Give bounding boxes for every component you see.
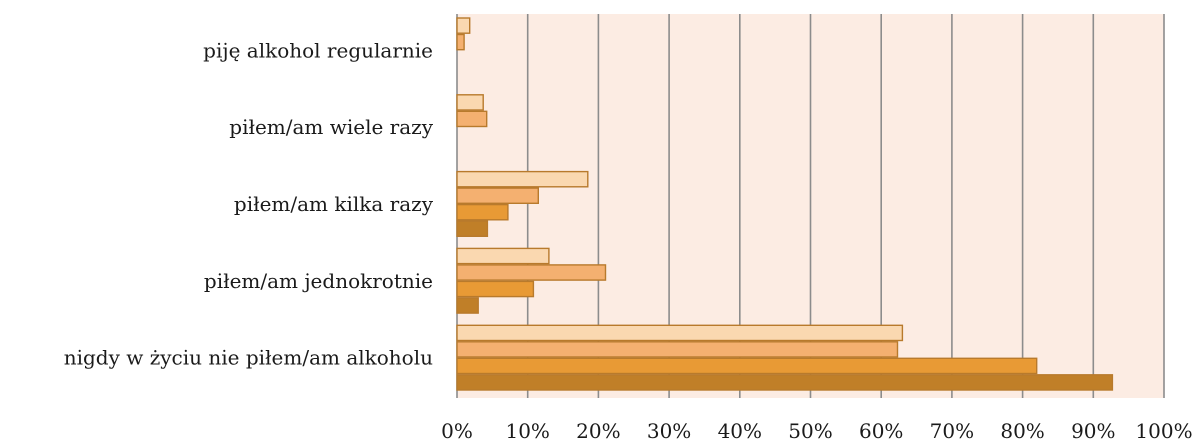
bar [456, 374, 1114, 391]
bar [456, 220, 489, 238]
bar [456, 324, 904, 342]
x-tick-label: 70% [930, 419, 974, 441]
bar [456, 170, 589, 188]
x-tick-label: 90% [1071, 419, 1115, 441]
x-tick-label: 30% [647, 419, 691, 441]
category-label: nigdy w życiu nie piłem/am alkoholu [64, 346, 433, 370]
x-tick-label: 40% [718, 419, 762, 441]
category-labels: piję alkohol regularnie piłem/am wiele ra… [64, 38, 434, 369]
bars [456, 17, 1114, 391]
x-tick-label: 100% [1135, 419, 1192, 441]
bar [456, 297, 479, 314]
x-tick-label: 10% [505, 419, 549, 441]
bar [456, 110, 488, 128]
gridlines [456, 14, 1165, 398]
x-tick-label: 50% [788, 419, 832, 441]
bar [456, 280, 535, 298]
bar [456, 203, 509, 221]
bar [456, 187, 540, 205]
bar [456, 17, 471, 34]
category-label: piłem/am jednokrotnie [204, 269, 433, 293]
x-tick-label: 80% [1000, 419, 1044, 441]
bar [456, 341, 899, 358]
category-label: piję alkohol regularnie [203, 38, 433, 62]
bar [456, 357, 1038, 375]
bar [456, 247, 550, 265]
x-tick-label: 0% [441, 419, 473, 441]
category-label: piłem/am wiele razy [229, 115, 433, 139]
x-tick-labels: 0% 10% 20% 30% 40% 50% 60% 70% 80% 90% 100% [441, 419, 1192, 441]
x-tick-label: 60% [859, 419, 903, 441]
bar [456, 264, 607, 281]
category-label: piłem/am kilka razy [234, 192, 434, 216]
bar [456, 33, 465, 51]
bar [456, 94, 484, 111]
x-tick-label: 20% [576, 419, 620, 441]
